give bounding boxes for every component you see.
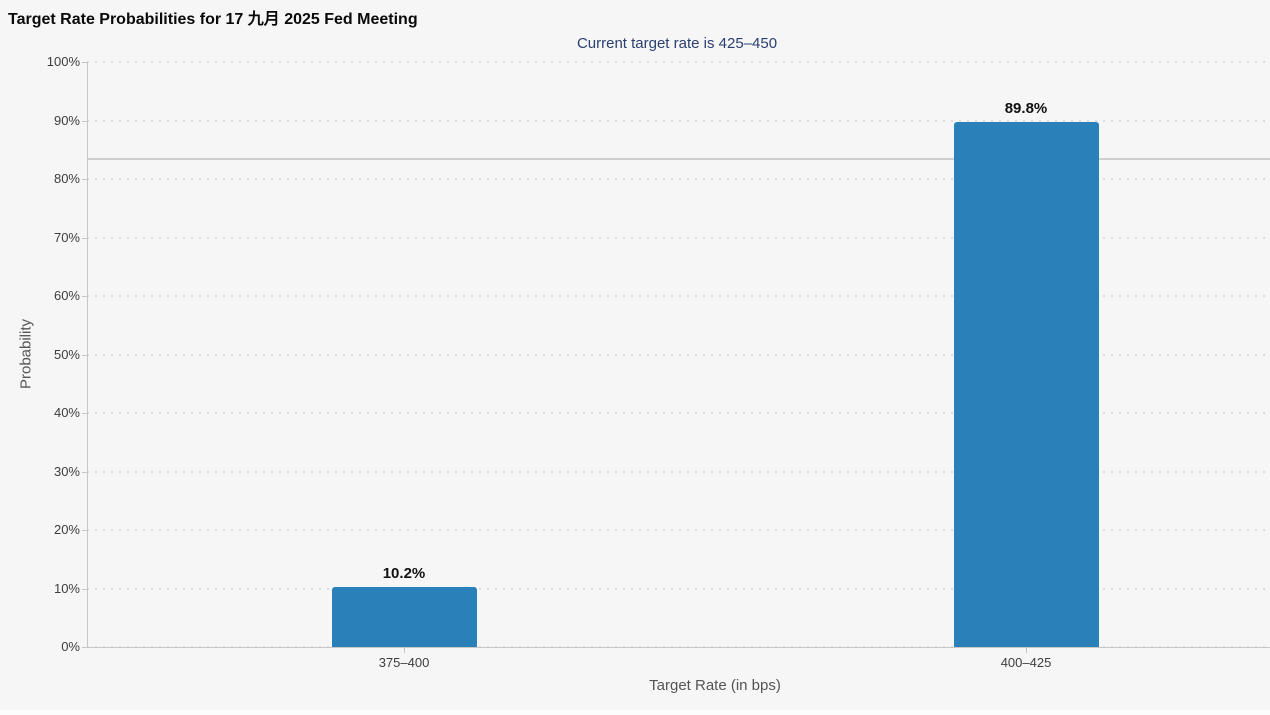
y-axis-label: 100% bbox=[46, 54, 80, 69]
x-axis-title: Target Rate (in bps) bbox=[649, 677, 781, 694]
reference-line bbox=[87, 158, 1270, 161]
chart-title: Target Rate Probabilities for 17 九月 2025… bbox=[8, 11, 418, 28]
y-axis-label: 50% bbox=[53, 346, 80, 362]
bar-value-label: 89.8% bbox=[1004, 99, 1048, 117]
y-axis-tick bbox=[82, 179, 87, 180]
y-axis-label: 80% bbox=[53, 171, 80, 186]
x-axis-tick bbox=[404, 647, 405, 653]
y-gridline bbox=[87, 412, 1270, 414]
chart-subtitle: Current target rate is 425–450 bbox=[576, 35, 778, 52]
y-axis-tick bbox=[82, 588, 87, 590]
y-gridline bbox=[87, 353, 1270, 356]
page-bottom-strip bbox=[0, 710, 1270, 715]
y-axis-label: 0% bbox=[61, 639, 80, 654]
probability-bar[interactable] bbox=[953, 121, 1099, 647]
x-axis-category-label: 375–400 bbox=[378, 655, 430, 670]
y-axis-label: 30% bbox=[53, 463, 80, 479]
y-gridline bbox=[87, 61, 1270, 63]
probability-bar[interactable] bbox=[331, 587, 477, 647]
y-axis-title: Probability bbox=[17, 318, 35, 390]
y-axis-label: 20% bbox=[53, 522, 80, 537]
y-axis-tick bbox=[82, 354, 87, 356]
y-gridline bbox=[87, 529, 1270, 531]
y-gridline bbox=[87, 236, 1270, 239]
y-axis-label: 10% bbox=[53, 580, 80, 596]
y-axis-tick bbox=[82, 120, 87, 122]
y-axis-tick bbox=[82, 471, 87, 473]
y-axis-tick bbox=[82, 62, 87, 63]
y-axis-tick bbox=[82, 647, 87, 648]
x-axis-category-label: 400–425 bbox=[1000, 655, 1052, 670]
y-gridline bbox=[87, 587, 1270, 590]
y-axis-line bbox=[87, 62, 88, 647]
bar-value-label: 10.2% bbox=[382, 565, 426, 583]
y-axis-label: 60% bbox=[53, 288, 80, 303]
y-axis-label: 40% bbox=[53, 405, 80, 420]
y-axis-tick bbox=[82, 237, 87, 239]
y-axis-tick bbox=[82, 296, 87, 297]
y-gridline bbox=[87, 178, 1270, 180]
y-axis-tick bbox=[82, 413, 87, 414]
y-axis-tick bbox=[82, 530, 87, 531]
y-gridline bbox=[87, 119, 1270, 122]
x-axis-tick bbox=[1026, 647, 1027, 653]
y-axis-label: 90% bbox=[53, 112, 80, 128]
x-axis-line bbox=[87, 647, 1270, 648]
y-gridline bbox=[87, 295, 1270, 297]
y-axis-label: 70% bbox=[53, 229, 80, 245]
y-gridline bbox=[87, 470, 1270, 473]
